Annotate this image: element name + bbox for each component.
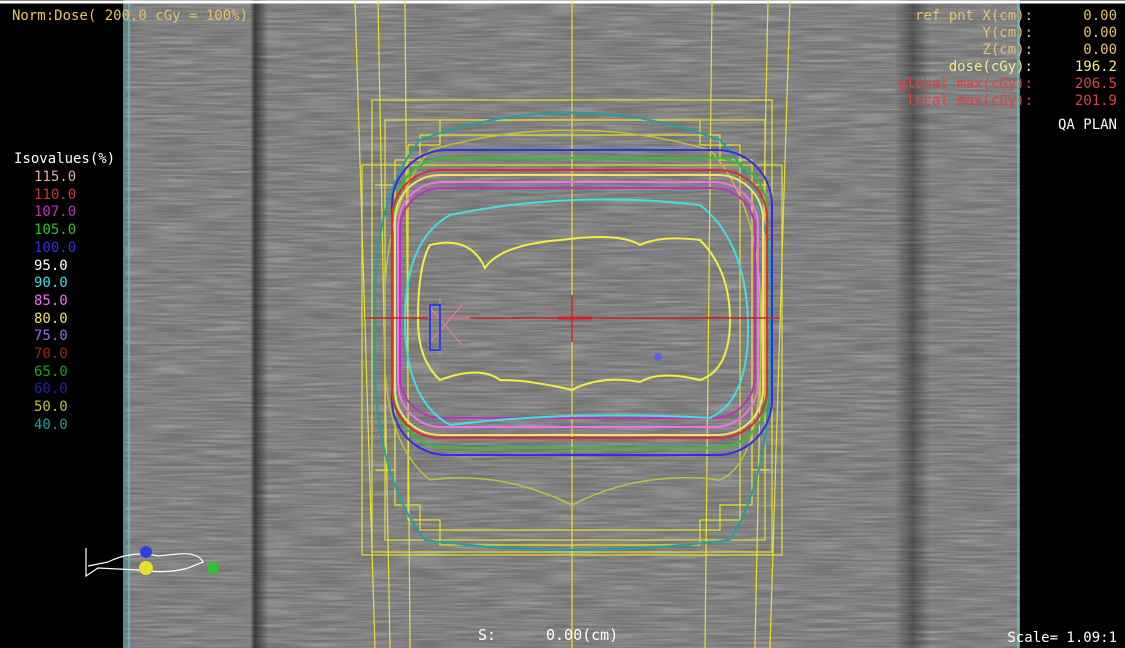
orientation-green-dot	[207, 562, 219, 574]
slice-label: S:	[478, 626, 497, 644]
normalization-label: Norm:Dose( 200.0 cGy = 100%)	[12, 8, 249, 24]
isodose-95	[416, 235, 732, 392]
isodose-contours	[373, 111, 773, 551]
ref-point-row: Z(cm): 0.00	[898, 42, 1117, 59]
orientation-blue-dot	[140, 546, 152, 558]
orientation-yellow-dot	[139, 561, 153, 575]
isovalue-item: 85.0	[34, 292, 68, 309]
ref-point-row: ref pnt X(cm): 0.00	[898, 8, 1117, 25]
scale-label: Scale= 1.09:1	[1007, 630, 1117, 646]
reference-point-info: ref pnt X(cm): 0.00 Y(cm): 0.00 Z(cm): 0.00 do…	[898, 8, 1117, 110]
ref-point-label: ref pnt X(cm):	[914, 8, 1033, 24]
isovalue-item: 75.0	[34, 328, 68, 345]
cyan-boundary-lines	[123, 0, 1019, 648]
ref-point-label: local max(cGy):	[906, 93, 1033, 109]
isodose-85	[397, 181, 759, 428]
isovalue-item: 50.0	[34, 399, 68, 416]
ref-point-value: 0.00	[1083, 25, 1117, 41]
patient-orientation-icon[interactable]	[78, 538, 228, 588]
isovalue-item: 105.0	[34, 222, 77, 239]
isovalue-item: 95.0	[34, 257, 68, 274]
ref-point-value: 0.00	[1083, 42, 1117, 58]
ref-point-row: local max(cGy): 201.9	[898, 93, 1117, 110]
isovalue-item: 65.0	[34, 363, 68, 380]
slice-position-value: 0.00(cm)	[546, 626, 619, 644]
isovalue-item: 90.0	[34, 275, 68, 292]
blue-marker	[429, 304, 441, 351]
isovalue-item: 100.0	[34, 239, 77, 256]
ref-point-label: global max(cGy):	[898, 76, 1033, 92]
isodose-80	[394, 174, 764, 436]
plan-label: QA PLAN	[1057, 117, 1117, 133]
ref-point-row: dose(cGy): 196.2	[898, 59, 1117, 76]
isovalue-item: 115.0	[34, 169, 77, 185]
isovalue-item: 60.0	[34, 381, 68, 398]
isovalue-item: 110.0	[34, 186, 77, 203]
ref-point-value: 206.5	[1074, 76, 1117, 92]
isodose-110	[391, 169, 768, 439]
isovalue-item: 70.0	[34, 346, 68, 363]
isovalues-title: Isovalues(%)	[14, 151, 116, 167]
isovalue-item: 40.0	[34, 416, 68, 433]
ref-point-label: dose(cGy):	[948, 59, 1033, 75]
isovalue-item: 107.0	[34, 204, 77, 221]
isodose-40	[373, 111, 773, 551]
ref-point-value: 0.00	[1083, 8, 1117, 24]
isovalues-legend: 115.0 110.0 107.0 105.0 100.0 95.0 90.0 85.0 80.…	[34, 169, 76, 435]
dose-point-marker	[654, 353, 662, 361]
isodose-90	[403, 198, 750, 427]
ref-point-row: global max(cGy): 206.5	[898, 76, 1117, 93]
ref-point-label: Y(cm):	[982, 25, 1033, 41]
ref-point-value: 201.9	[1074, 93, 1117, 109]
isodose-107	[399, 187, 756, 419]
ref-point-row: Y(cm): 0.00	[898, 25, 1117, 42]
ref-point-value: 196.2	[1074, 59, 1117, 75]
isovalue-item: 80.0	[34, 310, 68, 327]
ref-point-label: Z(cm):	[982, 42, 1033, 58]
